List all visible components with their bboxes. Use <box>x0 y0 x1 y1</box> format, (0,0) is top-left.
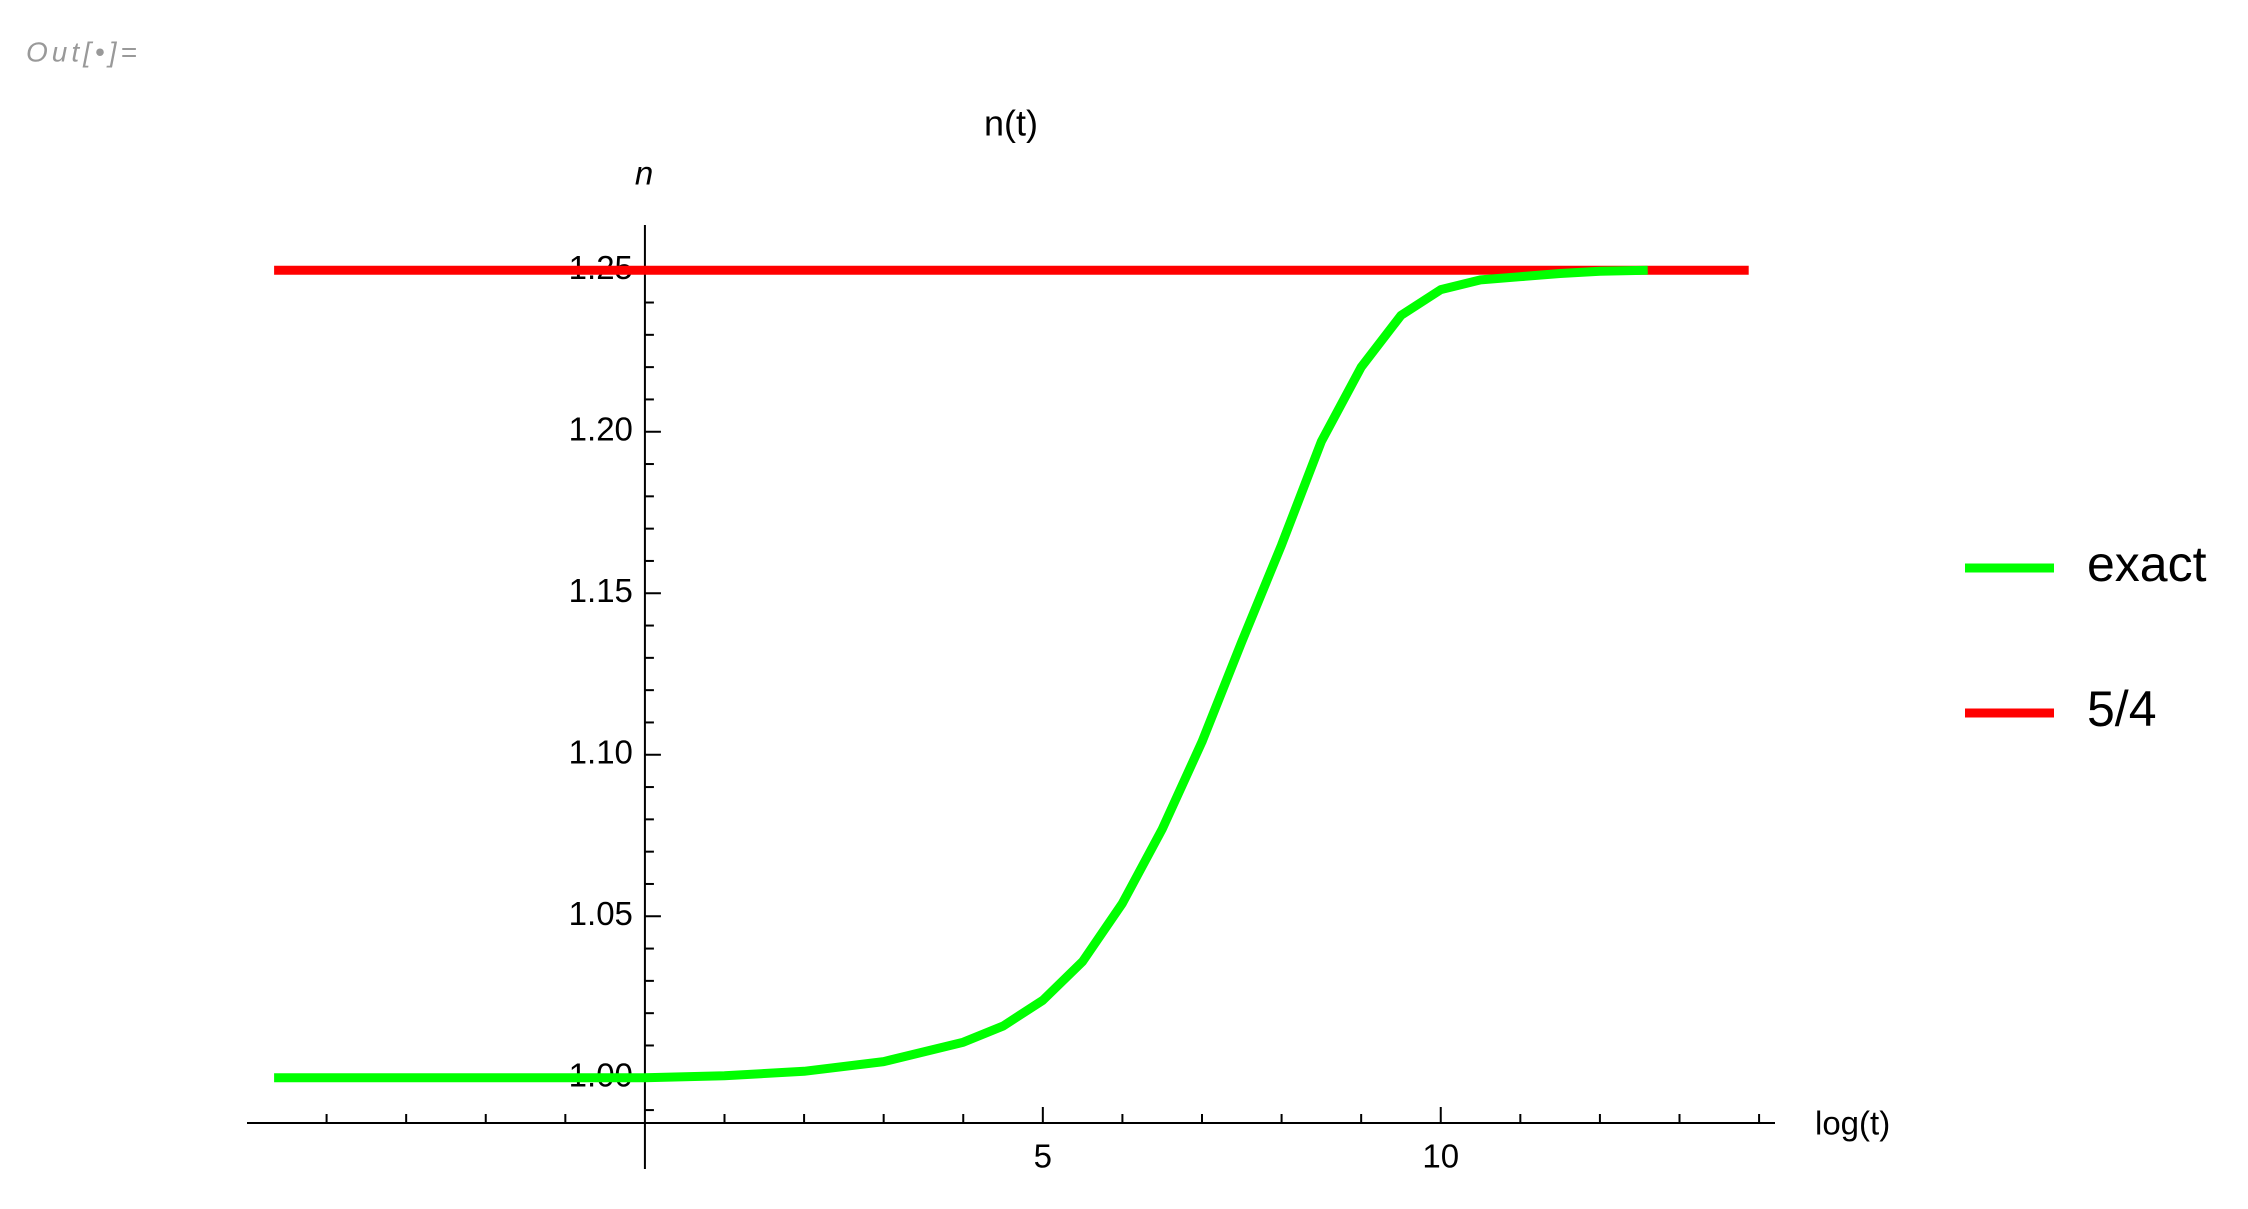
y-tick-label: 1.20 <box>569 410 633 447</box>
x-tick-label: 5 <box>1034 1138 1052 1175</box>
cell-label: Out[•]= <box>26 36 141 67</box>
y-tick-label: 1.05 <box>569 895 633 932</box>
x-tick-label: 10 <box>1422 1138 1459 1175</box>
legend-label: 5/4 <box>2087 681 2157 737</box>
line-series <box>274 265 1648 1083</box>
x-axis-label: log(t) <box>1815 1105 1890 1142</box>
y-tick-label: 1.10 <box>569 733 633 770</box>
y-tick-label: 1.15 <box>569 572 633 609</box>
y-axis-label: n <box>635 155 653 192</box>
chart-title: n(t) <box>984 103 1038 144</box>
legend-label: exact <box>2087 536 2207 592</box>
